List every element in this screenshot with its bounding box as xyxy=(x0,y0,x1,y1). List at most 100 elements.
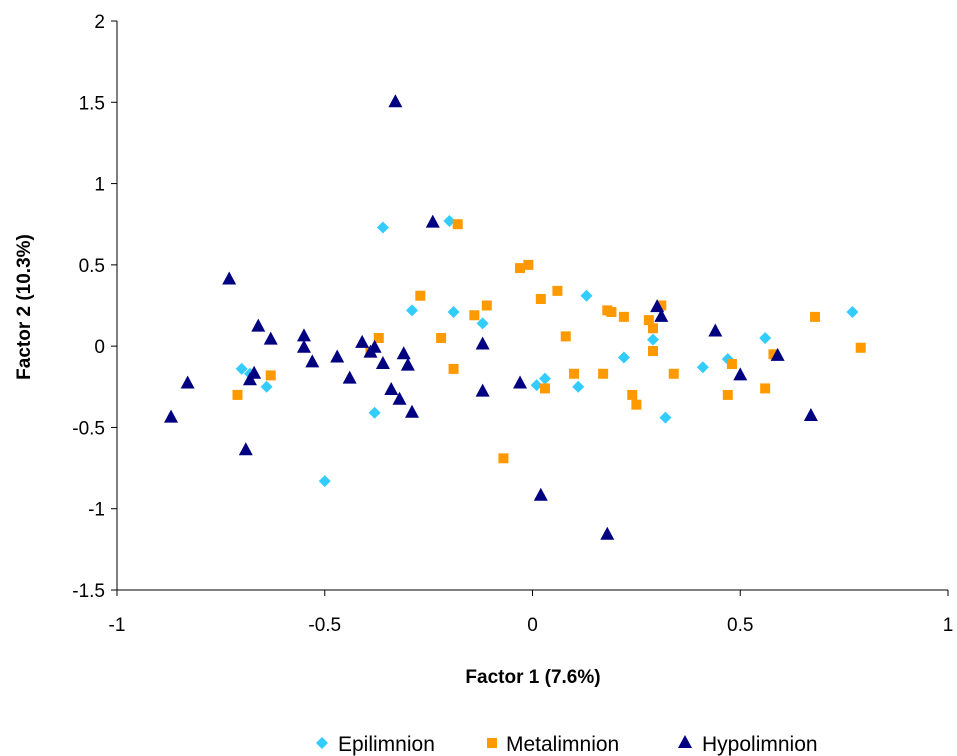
metalimnion-point xyxy=(618,311,629,322)
x-tick-label: 0.5 xyxy=(727,615,753,636)
metalimnion-point xyxy=(481,300,492,311)
hypolimnion-point xyxy=(222,271,237,285)
metalimnion-point xyxy=(606,307,617,318)
legend-hypolimnion-marker xyxy=(678,735,692,748)
metalimnion-point xyxy=(768,349,779,360)
y-tick-label: -1.5 xyxy=(72,581,105,602)
metalimnion-point xyxy=(668,368,679,379)
hypolimnion-point xyxy=(425,214,440,228)
metalimnion-point xyxy=(515,263,526,274)
metalimnion-point xyxy=(647,346,658,357)
hypolimnion-point xyxy=(305,354,320,368)
y-tick-label: 1.5 xyxy=(79,93,105,114)
legend-hypolimnion-label: Hypolimnion xyxy=(702,733,818,756)
epilimnion-point xyxy=(406,304,419,317)
hypolimnion-point xyxy=(375,356,390,370)
legend: Epilimnion Metalimnion Hypolimnion xyxy=(316,733,818,756)
epilimnion-point xyxy=(659,411,672,424)
hypolimnion-point xyxy=(405,404,420,418)
metalimnion-point xyxy=(552,285,563,296)
epilimnion-point xyxy=(538,372,551,385)
hypolimnion-point xyxy=(296,328,311,342)
epilimnion-point xyxy=(368,406,381,419)
metalimnion-point xyxy=(265,370,276,381)
epilimnion-point xyxy=(759,332,772,345)
epilimnion-point xyxy=(443,214,456,227)
legend-metalimnion-marker xyxy=(487,738,497,748)
metalimnion-point xyxy=(631,399,642,410)
hypolimnion-point xyxy=(654,308,669,322)
hypolimnion-point xyxy=(251,318,266,332)
metalimnion-point xyxy=(722,389,733,400)
hypolimnion-point xyxy=(296,339,311,353)
metalimnion-point xyxy=(643,315,654,326)
y-tick-label: 0 xyxy=(94,337,105,358)
hypolimnion-point xyxy=(396,346,411,360)
hypolimnion-point xyxy=(242,372,257,386)
hypolimnion-point xyxy=(180,375,195,389)
epilimnion-point xyxy=(376,221,389,234)
hypolimnion-point xyxy=(475,336,490,350)
hypolimnion-point xyxy=(247,365,262,379)
hypolimnion-point xyxy=(770,347,785,361)
metalimnion-point xyxy=(810,311,821,322)
x-axis-title: Factor 1 (7.6%) xyxy=(465,667,600,688)
metalimnion-point xyxy=(569,368,580,379)
epilimnion-point xyxy=(447,306,460,319)
metalimnion-point xyxy=(647,323,658,334)
epilimnion-point xyxy=(260,380,273,393)
hypolimnion-point xyxy=(733,367,748,381)
y-tick-label: 1 xyxy=(94,175,105,196)
epilimnion-point xyxy=(476,317,489,330)
metalimnion-point xyxy=(539,383,550,394)
epilimnion-point xyxy=(646,333,659,346)
epilimnion-point xyxy=(530,379,543,392)
metalimnion-point xyxy=(726,359,737,370)
metalimnion-point xyxy=(523,259,534,270)
hypolimnion-point xyxy=(238,442,253,456)
x-tick-label: 1 xyxy=(943,615,954,636)
hypolimnion-point xyxy=(367,339,382,353)
hypolimnion-point xyxy=(388,94,403,108)
hypolimnion-point xyxy=(400,357,415,371)
hypolimnion-point xyxy=(513,375,528,389)
hypolimnion-point xyxy=(164,409,179,423)
epilimnion-point xyxy=(318,475,331,488)
legend-metalimnion-label: Metalimnion xyxy=(506,733,619,756)
hypolimnion-point xyxy=(392,391,407,405)
hypolimnion-point xyxy=(355,334,370,348)
metalimnion-point xyxy=(656,300,667,311)
metalimnion-point xyxy=(498,453,509,464)
hypolimnion-point xyxy=(650,299,665,313)
hypolimnion-point xyxy=(708,323,723,337)
y-tick-label: 2 xyxy=(94,12,105,33)
hypolimnion-point xyxy=(533,487,548,501)
metalimnion-point xyxy=(627,389,638,400)
metalimnion-point xyxy=(415,290,426,301)
metalimnion-point xyxy=(448,363,459,374)
epilimnion-point xyxy=(846,306,859,319)
metalimnion-point xyxy=(436,333,447,344)
epilimnion-point xyxy=(617,351,630,364)
hypolimnion-point xyxy=(342,370,357,384)
hypolimnion-point xyxy=(803,408,818,422)
metalimnion-point xyxy=(373,333,384,344)
x-tick-label: 0 xyxy=(527,615,538,636)
legend-epilimnion-label: Epilimnion xyxy=(338,733,435,756)
y-axis-title: Factor 2 (10.3%) xyxy=(14,234,35,380)
x-tick-label: -1 xyxy=(109,615,126,636)
epilimnion-point xyxy=(235,362,248,375)
metalimnion-point xyxy=(469,310,480,321)
legend-epilimnion-marker xyxy=(316,737,328,749)
y-tick-label: -1 xyxy=(88,500,105,521)
metalimnion-point xyxy=(760,383,771,394)
metalimnion-point xyxy=(560,331,571,342)
metalimnion-point xyxy=(855,342,866,353)
epilimnion-point xyxy=(572,380,585,393)
hypolimnion-point xyxy=(384,382,399,396)
metalimnion-point xyxy=(232,389,243,400)
epilimnion-point xyxy=(580,289,593,302)
hypolimnion-point xyxy=(600,526,615,540)
y-tick-label: -0.5 xyxy=(72,418,105,439)
